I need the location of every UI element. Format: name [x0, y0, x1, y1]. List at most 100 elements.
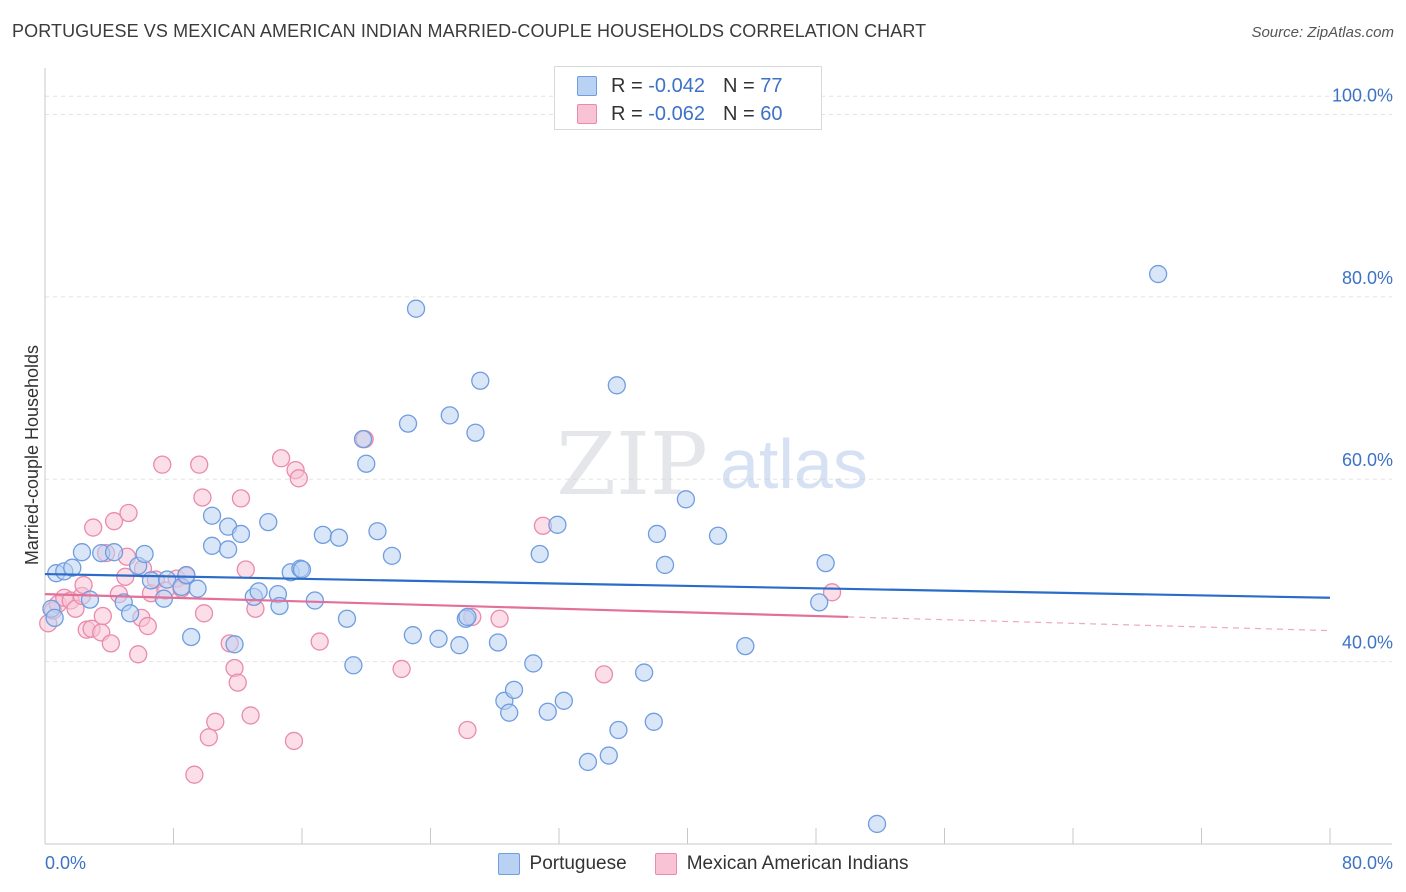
data-point	[816, 553, 835, 573]
data-point	[450, 636, 469, 655]
data-point	[80, 590, 100, 609]
data-point	[867, 814, 887, 834]
data-point	[104, 512, 124, 531]
data-point	[594, 665, 614, 684]
y-tick-label: 40.0%	[1342, 633, 1393, 653]
data-point	[231, 524, 251, 544]
data-point	[458, 607, 477, 627]
data-point	[119, 503, 138, 523]
data-point	[199, 728, 218, 747]
data-point	[310, 632, 329, 651]
data-point	[458, 720, 477, 740]
data-point	[538, 702, 557, 721]
data-point	[236, 560, 255, 579]
trend-line-mexican-american-indians	[44, 593, 849, 619]
series-legend: Portuguese Mexican American Indians	[0, 850, 1406, 878]
data-point	[329, 528, 349, 547]
r-label: R =	[611, 74, 643, 97]
n-label: N =	[722, 74, 755, 97]
data-point	[228, 673, 247, 692]
data-point	[135, 544, 154, 564]
data-point	[644, 712, 663, 731]
data-point	[392, 659, 411, 679]
r-label: R =	[611, 102, 643, 125]
correlation-legend: R = -0.042 N = 77 R = -0.062 N = 60	[554, 66, 822, 130]
data-point	[120, 604, 140, 623]
data-point	[129, 645, 148, 664]
data-point	[218, 540, 238, 559]
data-point	[153, 455, 172, 474]
tick-labels: 40.0% 60.0% 80.0% 100.0% 0.0% 80.0%	[45, 85, 1393, 873]
n-label: N =	[722, 102, 755, 125]
series-mexican-american-indians	[39, 429, 842, 784]
legend-row-mexican-american-indians: R = -0.062 N = 60	[577, 99, 782, 129]
data-point	[271, 449, 291, 468]
watermark: ZIP atlas	[556, 415, 868, 515]
series-portuguese	[42, 264, 1168, 834]
data-point	[368, 522, 387, 541]
n-value: 60	[760, 102, 783, 125]
data-point	[708, 526, 728, 545]
data-point	[93, 606, 112, 626]
data-point	[578, 752, 598, 772]
data-point	[202, 506, 222, 525]
data-point	[177, 565, 196, 585]
legend-label-portuguese: Portuguese	[529, 853, 627, 874]
data-point	[45, 608, 64, 627]
trend-line-extension	[848, 616, 1331, 632]
data-point	[194, 604, 214, 623]
data-point	[101, 634, 121, 653]
data-point	[488, 633, 508, 652]
data-point	[634, 663, 654, 682]
data-point	[548, 515, 567, 534]
data-point	[357, 454, 376, 473]
r-value: -0.062	[648, 102, 705, 125]
legend-item-portuguese[interactable]: Portuguese	[497, 853, 627, 875]
legend-item-mexican-american-indians[interactable]: Mexican American Indians	[654, 853, 909, 875]
data-point	[403, 626, 422, 645]
data-point	[676, 490, 696, 509]
axes	[44, 68, 1392, 845]
data-point	[284, 731, 304, 751]
watermark-atlas: atlas	[720, 425, 868, 503]
data-point	[84, 518, 103, 537]
data-point	[398, 414, 418, 433]
data-point	[471, 371, 490, 390]
legend-label-mexican-american-indians: Mexican American Indians	[686, 853, 909, 874]
trend-lines	[44, 572, 1331, 632]
data-point	[202, 536, 222, 555]
data-point	[607, 376, 626, 395]
x-tick-label: 0.0%	[45, 853, 86, 873]
data-point	[313, 525, 333, 545]
data-point	[104, 543, 124, 562]
data-point	[490, 609, 509, 628]
x-tick-label: 80.0%	[1342, 853, 1393, 873]
data-point	[440, 406, 459, 425]
chart-title: PORTUGUESE VS MEXICAN AMERICAN INDIAN MA…	[12, 21, 927, 41]
data-point	[504, 680, 524, 700]
data-point	[344, 656, 363, 675]
data-point	[249, 582, 268, 601]
data-point	[810, 593, 829, 612]
data-point	[554, 691, 573, 710]
data-point	[353, 429, 373, 449]
data-point	[72, 543, 92, 562]
legend-swatch-mexican-american-indians	[654, 853, 677, 875]
data-point	[655, 555, 675, 575]
data-point	[647, 524, 667, 544]
y-tick-label: 60.0%	[1342, 450, 1393, 470]
data-point	[231, 489, 251, 508]
legend-swatch-mexican-american-indians	[577, 104, 597, 124]
legend-row-portuguese: R = -0.042 N = 77	[577, 71, 782, 101]
trend-line-portuguese	[44, 572, 1331, 599]
data-point	[185, 765, 204, 784]
data-point	[466, 423, 485, 442]
data-point	[599, 746, 618, 765]
data-point	[524, 654, 543, 673]
data-point	[289, 469, 308, 488]
data-point	[259, 512, 278, 532]
data-point	[609, 720, 628, 740]
data-point	[429, 629, 448, 648]
data-point	[337, 609, 357, 628]
